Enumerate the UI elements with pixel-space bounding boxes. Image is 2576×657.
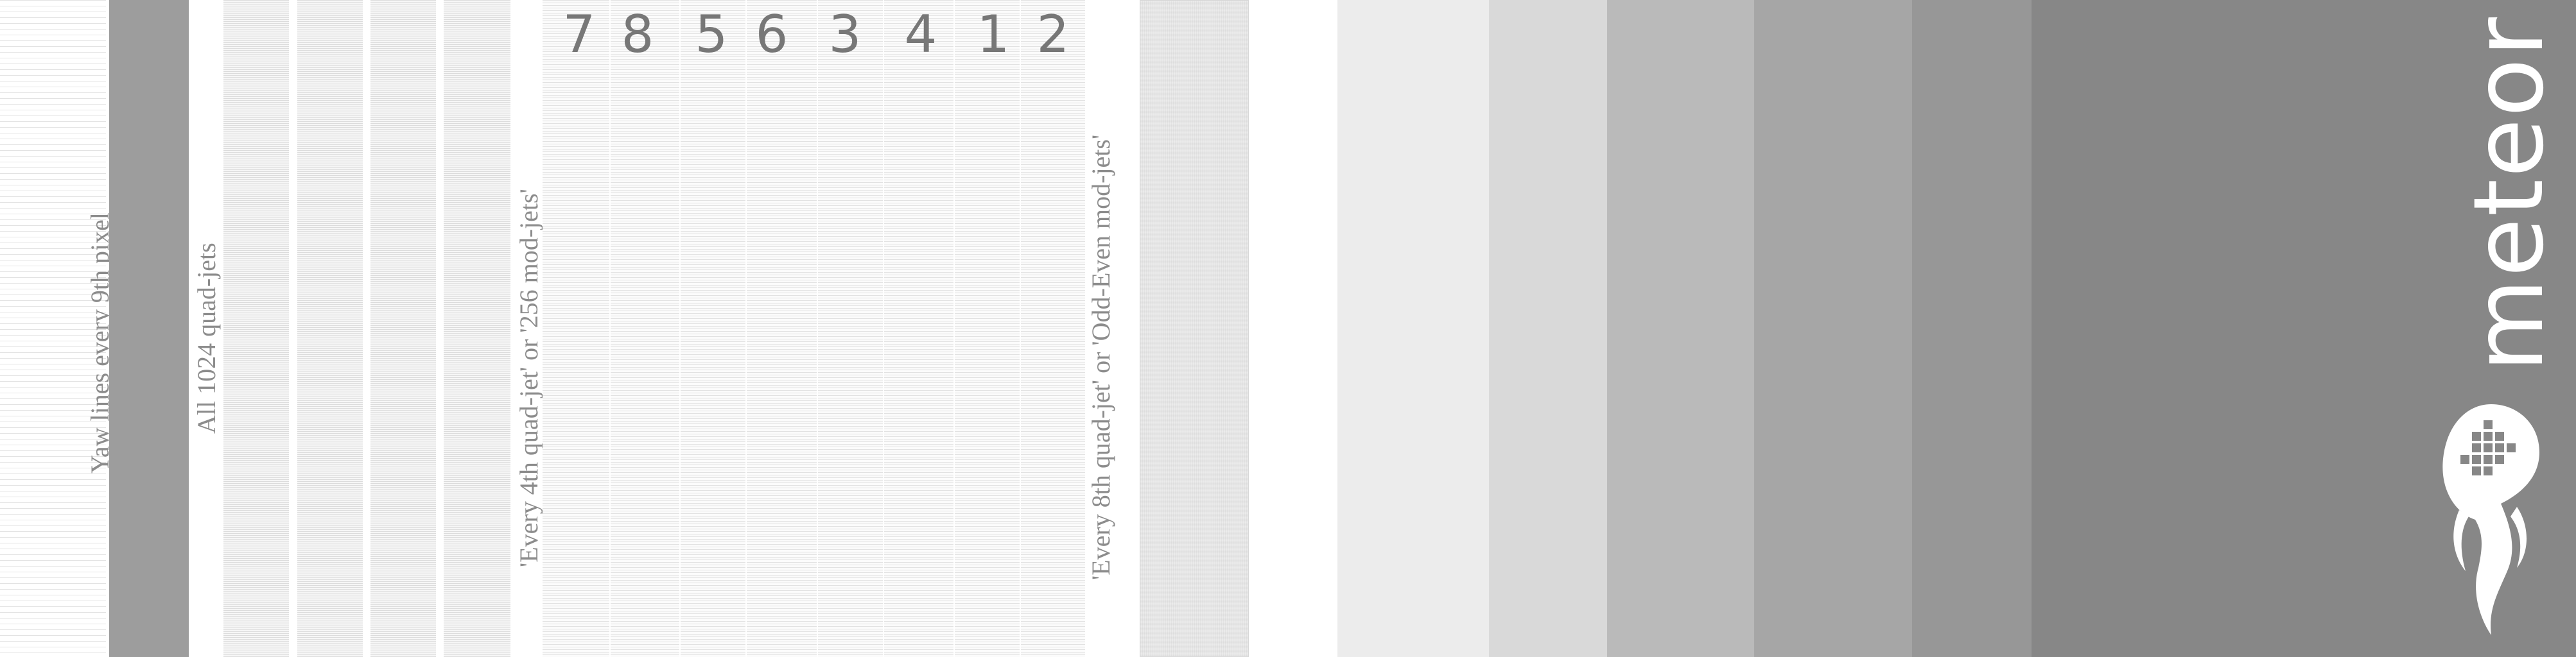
meteor-wordmark: meteor	[2453, 16, 2565, 372]
mod-jet-divider	[679, 0, 681, 657]
mod-jet-number: 5	[695, 4, 728, 64]
meteor-logo: meteor	[2421, 0, 2565, 657]
all-quad-jets-label: All 1024 quad-jets	[192, 243, 221, 434]
gray-step-4	[1607, 0, 1754, 657]
quad-jet-band-1	[223, 0, 289, 657]
mod-jet-number: 4	[904, 4, 937, 64]
yaw-lines-pattern	[0, 0, 106, 657]
mod-jet-number: 8	[621, 4, 654, 64]
every-8th-label: 'Every 8th quad-jet' or 'Odd-Even mod-je…	[1086, 134, 1115, 580]
mod-jet-divider	[745, 0, 747, 657]
all-quad-jets-band	[109, 0, 189, 657]
mod-jet-divider	[883, 0, 884, 657]
mod-jet-divider	[817, 0, 818, 657]
gray-step-3	[1489, 0, 1607, 657]
mod-jet-number: 2	[1036, 4, 1070, 64]
gray-step-1	[1249, 0, 1337, 657]
quad-jet-band-4	[444, 0, 510, 657]
mod-jet-divider	[953, 0, 955, 657]
dither-block	[1140, 0, 1249, 657]
gray-step-5	[1754, 0, 1912, 657]
meteor-comet-icon	[2442, 404, 2539, 635]
mod-jet-number: 1	[977, 4, 1010, 64]
mod-jet-number: 6	[755, 4, 788, 64]
every-4th-label: 'Every 4th quad-jet' or '256 mod-jets'	[514, 189, 543, 567]
mod-jet-number: 3	[828, 4, 862, 64]
mod-jets-pattern	[543, 0, 1085, 657]
gray-step-2	[1337, 0, 1489, 657]
mod-jet-divider	[609, 0, 611, 657]
quad-jet-band-3	[370, 0, 436, 657]
gray-step-6	[1912, 0, 2032, 657]
quad-jet-band-2	[297, 0, 363, 657]
mod-jet-number: 7	[562, 4, 596, 64]
mod-jet-divider	[1020, 0, 1021, 657]
